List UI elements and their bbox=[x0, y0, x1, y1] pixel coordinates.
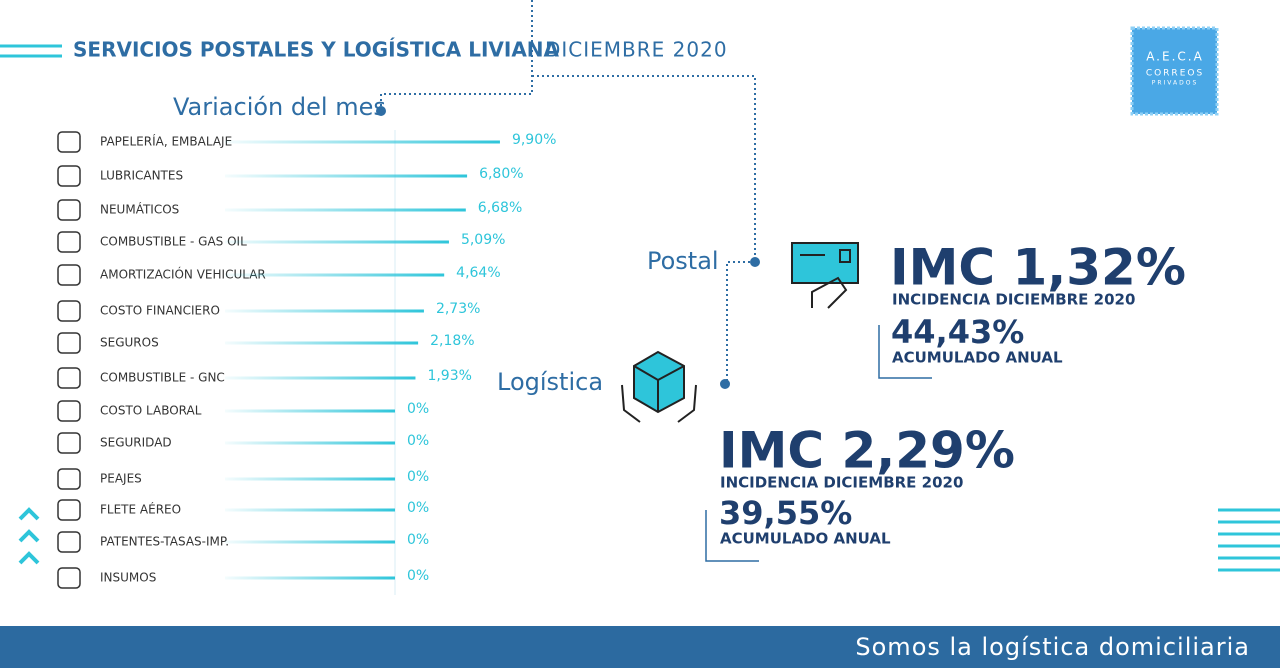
logo-line: CORREOS bbox=[1146, 69, 1204, 79]
dot bbox=[750, 257, 760, 267]
dot bbox=[720, 379, 730, 389]
bar bbox=[225, 240, 449, 244]
dot bbox=[376, 106, 386, 116]
category-label: SEGURIDAD bbox=[100, 436, 172, 450]
logistics-label: Logística bbox=[497, 368, 603, 396]
category-label: FLETE AÉREO bbox=[100, 502, 181, 517]
bracket bbox=[705, 510, 759, 562]
value-label: 2,18% bbox=[430, 333, 474, 349]
logo-name: A.E.C.A bbox=[1146, 50, 1204, 64]
logo bbox=[1130, 26, 1219, 116]
postal-icon bbox=[791, 242, 859, 309]
category-label: COSTO FINANCIERO bbox=[100, 304, 220, 318]
category-label: COSTO LABORAL bbox=[100, 404, 202, 418]
logistics-icon bbox=[621, 350, 697, 423]
icon bbox=[57, 131, 81, 153]
value-label: 0% bbox=[407, 469, 429, 485]
icon bbox=[57, 300, 81, 322]
value-label: 5,09% bbox=[461, 232, 505, 248]
category-label: COMBUSTIBLE - GNC bbox=[100, 371, 225, 385]
value-label: 0% bbox=[407, 401, 429, 417]
bar bbox=[225, 140, 500, 144]
icon bbox=[57, 199, 81, 221]
icon bbox=[57, 432, 81, 454]
logistics-accumulated: 39,55% bbox=[719, 494, 852, 532]
postal-accumulated-label: ACUMULADO ANUAL bbox=[892, 349, 1063, 367]
postal-accumulated: 44,43% bbox=[891, 313, 1024, 351]
icon bbox=[57, 264, 81, 286]
value-label: 6,80% bbox=[479, 166, 523, 182]
category-label: LUBRICANTES bbox=[100, 169, 183, 183]
logistics-accumulated-label: ACUMULADO ANUAL bbox=[720, 530, 891, 548]
bar bbox=[225, 576, 395, 580]
dotted-connectors bbox=[380, 0, 756, 384]
category-label: PEAJES bbox=[100, 472, 142, 486]
category-label: PATENTES-TASAS-IMP. bbox=[100, 535, 229, 549]
logo-line: PRIVADOS bbox=[1152, 80, 1199, 87]
category-label: COMBUSTIBLE - GAS OIL bbox=[100, 235, 247, 249]
bar bbox=[225, 376, 416, 380]
logistics-incidence: INCIDENCIA DICIEMBRE 2020 bbox=[720, 474, 963, 492]
value-label: 0% bbox=[407, 500, 429, 516]
footer-bar bbox=[0, 626, 1280, 668]
date: DICIEMBRE 2020 bbox=[545, 38, 728, 62]
icon bbox=[57, 400, 81, 422]
icon bbox=[57, 231, 81, 253]
logistics-imc: IMC 2,29% bbox=[719, 422, 1015, 480]
icon bbox=[57, 367, 81, 389]
icon bbox=[57, 567, 81, 589]
bar bbox=[225, 208, 466, 212]
value-label: 4,64% bbox=[456, 265, 500, 281]
bar bbox=[225, 477, 395, 481]
value-label: 6,68% bbox=[478, 200, 522, 216]
icon bbox=[57, 531, 81, 553]
category-label: NEUMÁTICOS bbox=[100, 202, 179, 217]
category-label: SEGUROS bbox=[100, 336, 159, 350]
icon bbox=[57, 332, 81, 354]
chevrons bbox=[18, 507, 40, 565]
icon bbox=[57, 468, 81, 490]
category-label: AMORTIZACIÓN VEHICULAR bbox=[100, 267, 266, 282]
bar bbox=[225, 341, 419, 345]
value-label: 9,90% bbox=[512, 132, 556, 148]
title: SERVICIOS POSTALES Y LOGÍSTICA LIVIANA bbox=[73, 38, 560, 62]
postal-label: Postal bbox=[647, 247, 719, 275]
value-label: 1,93% bbox=[427, 368, 471, 384]
bar bbox=[225, 441, 395, 445]
chart-title: Variación del mes bbox=[173, 93, 386, 121]
value-label: 0% bbox=[407, 568, 429, 584]
postal-incidence: INCIDENCIA DICIEMBRE 2020 bbox=[892, 291, 1135, 309]
bar bbox=[225, 273, 445, 277]
decor bbox=[0, 44, 1280, 572]
bar bbox=[225, 540, 395, 544]
category-label: PAPELERÍA, EMBALAJE bbox=[100, 134, 232, 149]
value-label: 2,73% bbox=[436, 301, 480, 317]
category-label: INSUMOS bbox=[100, 571, 156, 585]
bar bbox=[225, 174, 468, 178]
value-label: 0% bbox=[407, 532, 429, 548]
bar-chart: PAPELERÍA, EMBALAJE 9,90% LUBRICANTES 6,80%… bbox=[57, 131, 556, 589]
bracket bbox=[878, 325, 932, 379]
bar bbox=[225, 309, 424, 313]
postal-imc: IMC 1,32% bbox=[890, 239, 1186, 297]
icon bbox=[57, 499, 81, 521]
value-label: 0% bbox=[407, 433, 429, 449]
footer-tagline: Somos la logística domiciliaria bbox=[855, 633, 1250, 661]
icon bbox=[57, 165, 81, 187]
bar bbox=[225, 409, 395, 413]
bar bbox=[225, 508, 395, 512]
